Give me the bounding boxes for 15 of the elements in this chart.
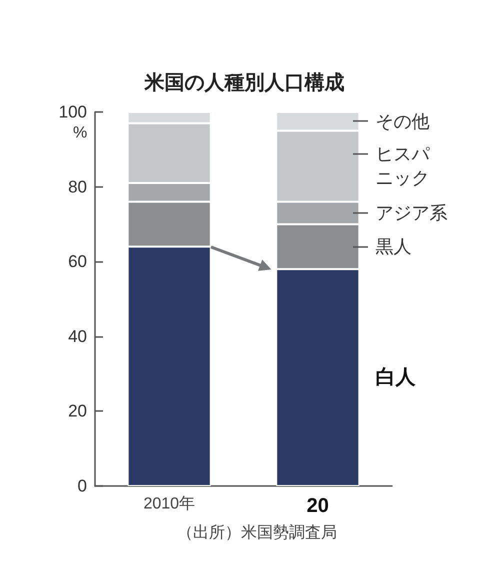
x-tick-label: 2010年: [143, 496, 196, 512]
series-label: アジア系: [375, 202, 448, 223]
y-tick-label: 0: [78, 476, 87, 496]
series-label: 白人: [375, 366, 416, 389]
y-tick-label: 40: [68, 326, 87, 346]
y-tick-label: 80: [68, 177, 87, 196]
chart-title: 米国の人種別人口構成: [144, 72, 344, 94]
text: （出所）米国勢調査局: [177, 524, 337, 542]
y-tick-label: 60: [68, 252, 87, 272]
series-label: その他: [375, 111, 430, 132]
y-tick-label: 100: [58, 102, 87, 122]
series-label: ヒスパニック: [375, 144, 430, 188]
y-tick-label: 20: [68, 402, 87, 421]
series-label: 黒人: [375, 236, 412, 257]
y-axis-title: %: [73, 124, 88, 142]
